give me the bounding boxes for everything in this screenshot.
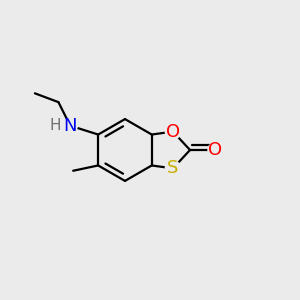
- Circle shape: [63, 118, 77, 133]
- Circle shape: [49, 119, 61, 131]
- Text: H: H: [49, 118, 61, 133]
- Text: S: S: [167, 159, 178, 177]
- Circle shape: [165, 161, 181, 176]
- Circle shape: [165, 124, 181, 139]
- Text: O: O: [166, 123, 180, 141]
- Text: O: O: [208, 141, 222, 159]
- Circle shape: [208, 143, 222, 157]
- Text: N: N: [64, 117, 77, 135]
